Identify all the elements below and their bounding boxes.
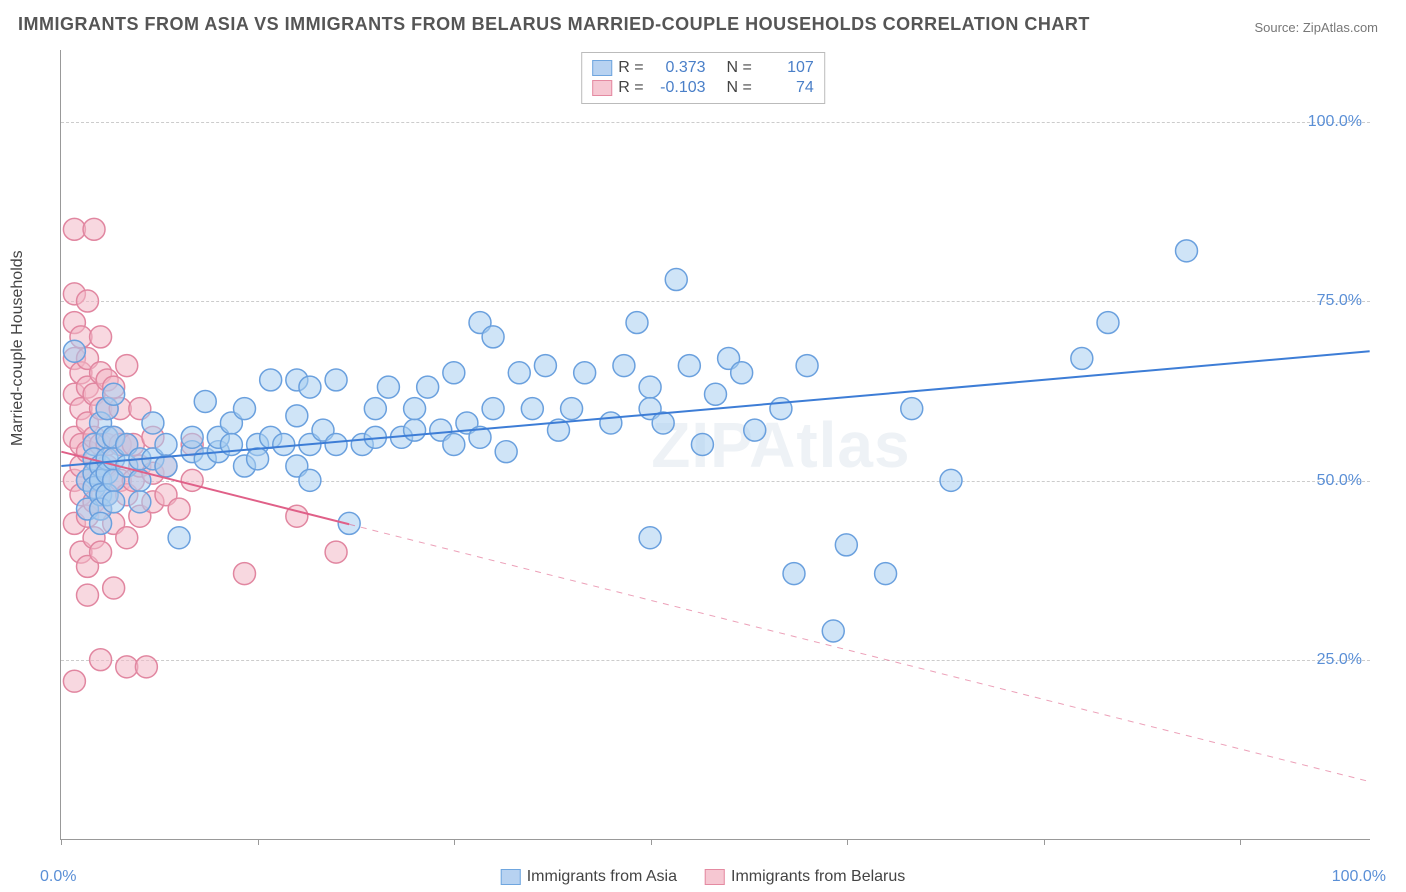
r-label: R =	[618, 59, 643, 77]
legend-label-belarus: Immigrants from Belarus	[731, 868, 905, 886]
x-tick	[1240, 839, 1241, 845]
stats-row-asia: R = 0.373 N = 107	[592, 59, 814, 77]
stats-row-belarus: R = -0.103 N = 74	[592, 79, 814, 97]
x-tick	[651, 839, 652, 845]
legend-swatch-asia	[501, 869, 521, 885]
stats-legend-box: R = 0.373 N = 107 R = -0.103 N = 74	[581, 52, 825, 104]
x-axis-max-label: 100.0%	[1332, 868, 1386, 886]
y-axis-title: Married-couple Households	[9, 250, 27, 446]
x-tick	[61, 839, 62, 845]
bottom-legend: Immigrants from Asia Immigrants from Bel…	[501, 868, 906, 886]
legend-item-belarus: Immigrants from Belarus	[705, 868, 905, 886]
n-label: N =	[726, 79, 751, 97]
r-label: R =	[618, 79, 643, 97]
swatch-belarus	[592, 80, 612, 96]
x-tick	[847, 839, 848, 845]
legend-label-asia: Immigrants from Asia	[527, 868, 677, 886]
n-value-belarus: 74	[758, 79, 814, 97]
x-axis-min-label: 0.0%	[40, 868, 76, 886]
n-value-asia: 107	[758, 59, 814, 77]
chart-title: IMMIGRANTS FROM ASIA VS IMMIGRANTS FROM …	[18, 14, 1090, 35]
chart-svg	[61, 50, 1370, 839]
n-label: N =	[726, 59, 751, 77]
legend-item-asia: Immigrants from Asia	[501, 868, 677, 886]
r-value-asia: 0.373	[650, 59, 706, 77]
x-tick	[258, 839, 259, 845]
r-value-belarus: -0.103	[650, 79, 706, 97]
legend-swatch-belarus	[705, 869, 725, 885]
x-tick	[454, 839, 455, 845]
source-attribution: Source: ZipAtlas.com	[1254, 20, 1378, 35]
x-tick	[1044, 839, 1045, 845]
swatch-asia	[592, 60, 612, 76]
plot-area: ZIPAtlas 25.0%50.0%75.0%100.0%	[60, 50, 1370, 840]
